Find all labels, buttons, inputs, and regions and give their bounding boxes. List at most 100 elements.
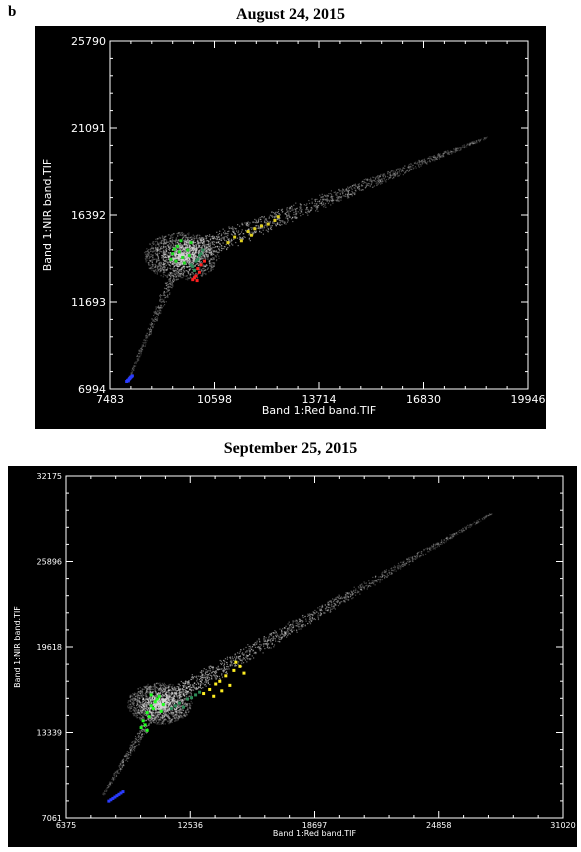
data-point: [260, 224, 263, 227]
data-point: [193, 276, 196, 279]
data-point: [232, 669, 235, 672]
data-point: [128, 377, 131, 380]
x-tick-label: 10598: [197, 393, 232, 406]
y-tick-label: 19618: [37, 643, 62, 652]
data-point: [186, 249, 189, 252]
data-point: [196, 258, 199, 261]
data-point: [117, 793, 120, 796]
data-point: [212, 695, 215, 698]
data-point: [144, 723, 147, 726]
data-point: [190, 241, 193, 244]
axes-frame: [66, 476, 563, 818]
data-point: [169, 258, 172, 261]
data-point: [173, 248, 176, 251]
data-point: [178, 702, 181, 705]
chart-title-september: September 25, 2015: [0, 440, 581, 458]
data-point: [148, 715, 151, 718]
x-tick-label: 31020: [550, 821, 575, 830]
y-tick-label: 13339: [37, 728, 62, 737]
data-point: [203, 260, 206, 263]
y-tick-label: 25790: [71, 35, 106, 48]
x-axis-label: Band 1:Red band.TIF: [273, 829, 357, 838]
data-point: [218, 680, 221, 683]
data-point: [154, 700, 157, 703]
data-point: [174, 260, 177, 263]
data-point: [208, 688, 211, 691]
x-axis-label: Band 1:Red band.TIF: [262, 404, 376, 417]
data-point: [198, 691, 201, 694]
data-point: [180, 239, 183, 242]
data-point: [171, 252, 174, 255]
data-point: [113, 796, 116, 799]
data-point: [176, 245, 179, 248]
data-point: [109, 798, 112, 801]
y-tick-label: 7061: [42, 814, 62, 823]
y-tick-label: 11693: [71, 296, 106, 309]
y-tick-label: 21091: [71, 122, 106, 135]
x-tick-label: 12536: [178, 821, 203, 830]
data-point: [273, 219, 276, 222]
data-point: [201, 249, 204, 252]
data-point: [196, 279, 199, 282]
data-point: [202, 692, 205, 695]
data-point: [152, 707, 155, 710]
y-axis-label: Band 1:NIR band.TIF: [13, 606, 22, 688]
data-point: [196, 267, 199, 270]
y-tick-label: 16392: [71, 209, 106, 222]
data-point: [234, 661, 237, 664]
chart-title-august: August 24, 2015: [0, 6, 581, 24]
data-point: [140, 726, 143, 729]
data-point: [194, 693, 197, 696]
data-point: [188, 254, 191, 257]
data-point: [226, 241, 229, 244]
data-point: [183, 261, 186, 264]
axes-frame: [110, 41, 528, 389]
y-axis-label: Band 1:NIR band.TIF: [41, 159, 54, 272]
data-point: [250, 234, 253, 237]
data-point: [170, 707, 173, 710]
data-point: [233, 236, 236, 239]
data-point: [156, 697, 159, 700]
data-point: [220, 689, 223, 692]
data-point: [150, 704, 153, 707]
data-point: [182, 706, 185, 709]
y-tick-label: 32175: [37, 472, 62, 481]
data-point: [160, 710, 163, 713]
data-point: [193, 269, 196, 272]
data-point: [158, 695, 161, 698]
density-cloud: [102, 513, 492, 795]
data-point: [190, 696, 193, 699]
data-point: [253, 227, 256, 230]
data-point: [277, 215, 280, 218]
x-tick-label: 16830: [406, 393, 441, 406]
data-point: [238, 665, 241, 668]
data-point: [146, 729, 149, 732]
data-point: [224, 674, 227, 677]
y-tick-label: 25896: [37, 557, 62, 566]
data-point: [150, 693, 153, 696]
y-tick-label: 6994: [78, 383, 106, 396]
data-point: [247, 230, 250, 233]
series-0: [107, 790, 124, 803]
data-point: [214, 683, 217, 686]
data-point: [190, 263, 193, 266]
data-point: [181, 256, 184, 259]
x-tick-label: 24858: [426, 821, 451, 830]
data-point: [240, 239, 243, 242]
x-tick-label: 19946: [511, 393, 546, 406]
data-point: [142, 719, 145, 722]
data-point: [162, 703, 165, 706]
data-point: [178, 250, 181, 253]
data-point: [198, 271, 201, 274]
data-point: [228, 684, 231, 687]
data-point: [200, 252, 203, 255]
data-point: [200, 263, 203, 266]
data-point: [267, 223, 270, 226]
data-point: [131, 374, 134, 377]
data-point: [121, 790, 124, 793]
data-point: [242, 672, 245, 675]
data-point: [174, 704, 177, 707]
